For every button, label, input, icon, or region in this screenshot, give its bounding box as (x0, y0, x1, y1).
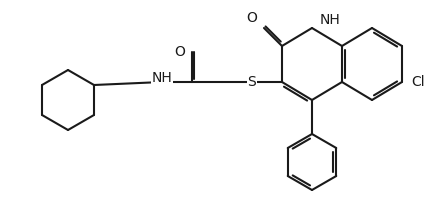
Text: Cl: Cl (411, 75, 425, 89)
Text: NH: NH (319, 13, 341, 27)
Text: O: O (175, 45, 185, 59)
Text: NH: NH (152, 71, 172, 85)
Text: S: S (248, 75, 256, 89)
Text: O: O (246, 11, 258, 25)
